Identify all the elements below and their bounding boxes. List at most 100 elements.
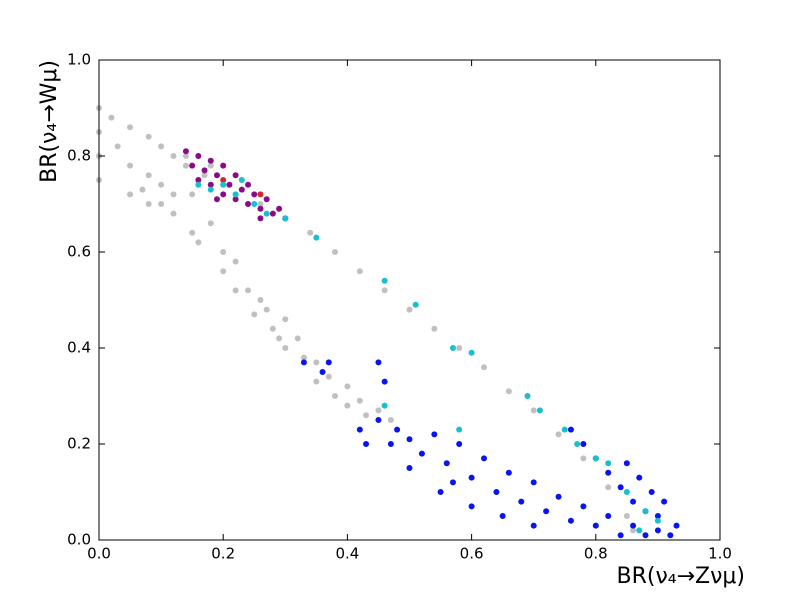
scatter-point (456, 426, 463, 433)
scatter-point (300, 354, 307, 361)
scatter-point (282, 345, 289, 351)
scatter-point (617, 484, 624, 491)
scatter-point (667, 532, 674, 539)
scatter-point (245, 287, 252, 294)
scatter-point (145, 133, 152, 140)
scatter-point (387, 417, 394, 423)
scatter-point (325, 359, 332, 366)
scatter-point (481, 364, 488, 371)
scatter-point (232, 287, 239, 294)
scatter-point (276, 335, 283, 342)
scatter-point (375, 407, 382, 414)
scatter-point (300, 359, 307, 366)
scatter-point (592, 522, 599, 529)
scatter-point (313, 378, 320, 385)
y-tick-label: 0.6 (67, 243, 91, 261)
scatter-point (127, 191, 134, 198)
scatter-point (642, 508, 649, 515)
scatter-point (636, 527, 643, 534)
y-tick-label: 0.4 (67, 339, 91, 357)
scatter-point (189, 229, 196, 236)
scatter-point (536, 407, 543, 414)
x-tick-label: 0.2 (211, 545, 235, 563)
y-axis-label: BR(ν₄→Wμ) (37, 60, 62, 183)
scatter-point (592, 455, 599, 462)
scatter-point (220, 249, 227, 255)
scatter-point (344, 402, 351, 409)
scatter-point (381, 277, 388, 284)
scatter-point (387, 441, 394, 447)
scatter-point (493, 489, 500, 495)
scatter-point (158, 143, 165, 150)
scatter-point (195, 239, 202, 246)
scatter-point (580, 455, 587, 462)
x-axis-label: BR(ν₄→Zνμ) (617, 564, 745, 589)
scatter-point (456, 441, 463, 447)
scatter-point (251, 311, 258, 318)
scatter-point (636, 474, 643, 481)
scatter-point (232, 258, 239, 265)
scatter-point (195, 181, 202, 188)
scatter-point (431, 431, 438, 438)
scatter-point (381, 287, 388, 294)
scatter-point (226, 181, 233, 188)
scatter-point (182, 162, 189, 169)
scatter-point (555, 431, 562, 438)
scatter-point (232, 191, 239, 198)
scatter-point (505, 469, 512, 476)
x-tick-label: 1.0 (708, 545, 732, 563)
scatter-point (257, 201, 264, 207)
scatter-point (170, 210, 177, 217)
scatter-point (605, 469, 612, 476)
y-tick-label: 0.2 (67, 435, 91, 453)
scatter-point (325, 373, 332, 380)
scatter-point (630, 498, 637, 505)
scatter-point (561, 426, 568, 433)
scatter-point (158, 181, 165, 188)
scatter-point (213, 196, 220, 203)
scatter-point (189, 162, 196, 169)
scatter-point (139, 186, 146, 193)
scatter-point (524, 393, 531, 399)
scatter-point (580, 441, 587, 447)
scatter-point (331, 249, 338, 255)
scatter-point (437, 489, 444, 495)
scatter-point (201, 172, 208, 179)
scatter-point (431, 325, 438, 332)
scatter-point (232, 172, 239, 179)
scatter-point (605, 460, 612, 467)
scatter-point (394, 426, 401, 433)
scatter-point (623, 513, 630, 519)
scatter-point (170, 191, 177, 198)
scatter-point (213, 172, 220, 179)
scatter-point (654, 513, 661, 519)
scatter-point (505, 388, 512, 395)
scatter-point (530, 479, 537, 486)
scatter-point (468, 349, 475, 356)
scatter-point (238, 177, 245, 183)
scatter-point (567, 426, 574, 433)
scatter-point (654, 517, 661, 524)
scatter-point (127, 162, 134, 169)
scatter-point (481, 455, 488, 462)
scatter-point (313, 359, 320, 366)
scatter-point (257, 215, 264, 222)
scatter-point (282, 316, 289, 323)
scatter-point (276, 205, 283, 212)
scatter-point (189, 191, 196, 198)
scatter-point (555, 493, 562, 500)
scatter-point (127, 124, 134, 131)
scatter-point (673, 522, 680, 529)
scatter-point (661, 498, 668, 505)
scatter-point (257, 297, 264, 303)
plot-frame (98, 59, 721, 541)
scatter-point (443, 460, 450, 467)
scatter-point (654, 527, 661, 534)
scatter-point (313, 234, 320, 241)
scatter-point (201, 167, 208, 174)
scatter-point (269, 210, 276, 217)
scatter-point (418, 450, 425, 457)
scatter-point (623, 460, 630, 467)
